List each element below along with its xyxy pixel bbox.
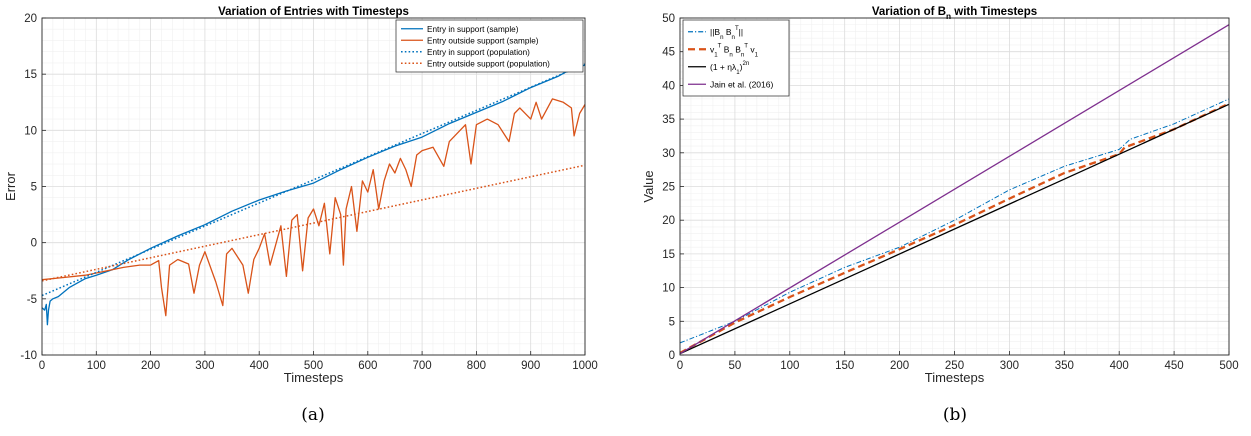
y-tick-label: 0 [669, 350, 675, 362]
y-tick-label: -5 [27, 294, 37, 306]
legend: Entry in support (sample) Entry outside s… [395, 19, 584, 73]
legend-label-0: ||Bn BnT|| [710, 25, 743, 41]
legend-label-1: Entry outside support (sample) [427, 36, 539, 45]
major-grid [679, 17, 1230, 356]
x-tick-label: 450 [1165, 360, 1184, 372]
figure-caption: (a) [301, 405, 324, 425]
x-tick-label: 900 [521, 360, 540, 372]
legend-label-1: v1T Bn BnT v1 [710, 42, 759, 58]
x-tick-label: 50 [729, 360, 742, 372]
series-group [679, 24, 1230, 355]
x-tick-label: 100 [780, 360, 799, 372]
x-tick-label: 100 [87, 360, 106, 372]
x-tick-label: 250 [945, 360, 964, 372]
y-tick-label: 40 [662, 80, 675, 92]
figure-caption: (b) [943, 405, 967, 425]
x-tick-label: 350 [1055, 360, 1074, 372]
y-tick-label: 15 [24, 69, 37, 81]
series-line-2 [679, 103, 1230, 355]
y-tick-label: -10 [20, 350, 37, 362]
y-tick-label: 50 [662, 13, 675, 25]
series-line-0 [679, 98, 1230, 344]
legend-label-2: (1 + ηλ1)2n [710, 60, 749, 76]
y-axis-label: Error [3, 171, 18, 201]
x-tick-label: 500 [304, 360, 323, 372]
legend: ||Bn BnT||v1T Bn BnT v1 (1 + ηλ1)2n Jain e… [682, 19, 790, 97]
legend-label-3: Jain et al. (2016) [710, 79, 773, 89]
series-line-0 [41, 64, 586, 326]
y-tick-label: 20 [662, 215, 675, 227]
x-axis-label: Timesteps [925, 370, 985, 385]
series-line-3 [41, 164, 586, 282]
series-line-3 [679, 24, 1230, 355]
chart-panel-1: 0 50 100 150 200 250 300 350 400 450 500 0 5 10 15 20 25… [641, 6, 1239, 425]
y-tick-label: 45 [662, 47, 675, 59]
legend-box [395, 19, 584, 73]
x-tick-label: 800 [467, 360, 486, 372]
legend-box [682, 19, 790, 97]
series-line-1 [41, 98, 586, 317]
chart-title: Variation of Entries with Timesteps [218, 6, 409, 18]
x-tick-label: 700 [413, 360, 432, 372]
x-tick-label: 0 [39, 360, 45, 372]
x-tick-label: 400 [250, 360, 269, 372]
y-tick-label: 30 [662, 148, 675, 160]
x-tick-label: 150 [835, 360, 854, 372]
y-axis-label: Value [641, 170, 656, 202]
x-tick-label: 200 [890, 360, 909, 372]
y-tick-label: 10 [24, 125, 37, 137]
x-tick-label: 1000 [572, 360, 598, 372]
x-tick-label: 300 [195, 360, 214, 372]
legend-label-3: Entry outside support (population) [427, 59, 550, 68]
x-tick-label: 300 [1000, 360, 1019, 372]
series-line-1 [679, 102, 1230, 355]
legend-label-0: Entry in support (sample) [427, 25, 519, 34]
series-group [41, 63, 586, 326]
y-tick-label: 15 [662, 249, 675, 261]
chart-panel-0: 0 100 200 300 400 500 600 700 800 900 1000 -10 -5 0 5 1… [3, 6, 598, 425]
x-tick-label: 500 [1219, 360, 1238, 372]
x-axis-label: Timesteps [284, 370, 344, 385]
chart-title: Variation of Bn with Timesteps [872, 6, 1037, 21]
x-tick-label: 0 [677, 360, 683, 372]
legend-label-2: Entry in support (population) [427, 48, 530, 57]
y-tick-label: 20 [24, 13, 37, 25]
y-tick-label: 5 [31, 182, 37, 194]
y-tick-label: 35 [662, 114, 675, 126]
x-tick-label: 400 [1110, 360, 1129, 372]
y-tick-label: 0 [31, 238, 37, 250]
x-tick-label: 600 [358, 360, 377, 372]
x-tick-label: 200 [141, 360, 160, 372]
y-tick-label: 25 [662, 182, 675, 194]
y-tick-label: 10 [662, 283, 675, 295]
y-tick-label: 5 [669, 316, 675, 328]
